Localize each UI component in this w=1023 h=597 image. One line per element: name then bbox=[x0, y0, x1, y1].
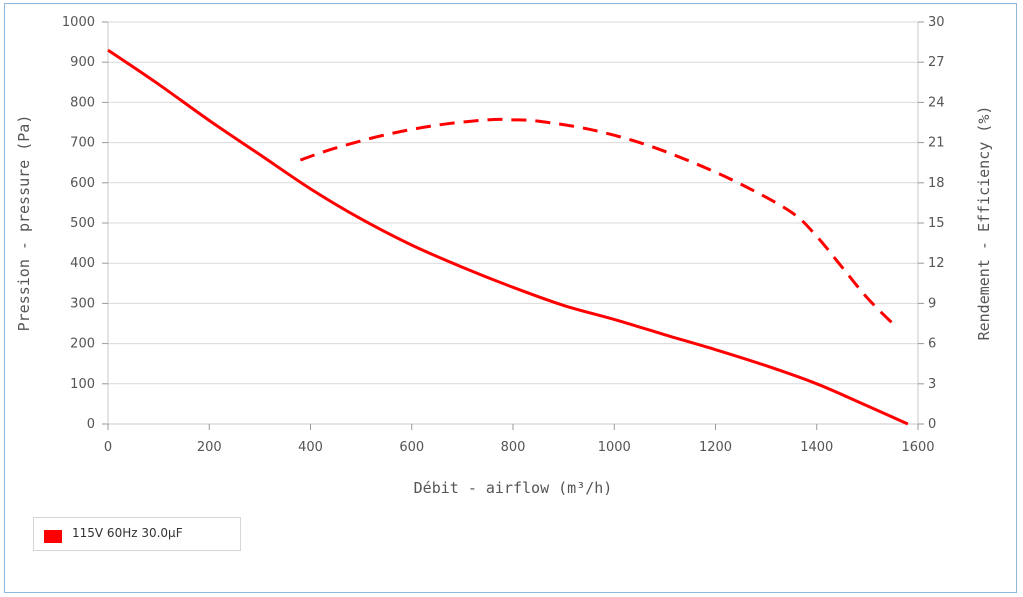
y-tick-label: 700 bbox=[70, 136, 95, 151]
y-tick-label: 200 bbox=[70, 337, 95, 352]
y2-axis-title: Rendement - Efficiency (%) bbox=[975, 106, 993, 341]
x-axis-title: Débit - airflow (m³/h) bbox=[414, 479, 613, 497]
y-tick-label: 800 bbox=[70, 95, 95, 110]
y2-tick-label: 21 bbox=[928, 136, 945, 151]
x-tick-label: 1200 bbox=[699, 440, 732, 455]
x-tick-label: 1400 bbox=[800, 440, 833, 455]
x-tick-label: 1600 bbox=[901, 440, 934, 455]
y2-tick-label: 0 bbox=[928, 417, 936, 432]
y-tick-label: 300 bbox=[70, 296, 95, 311]
y2-tick-label: 24 bbox=[928, 95, 945, 110]
chart-frame bbox=[4, 3, 1017, 593]
y-tick-label: 0 bbox=[87, 417, 95, 432]
y-tick-label: 1000 bbox=[62, 15, 95, 30]
y-tick-label: 600 bbox=[70, 176, 95, 191]
legend-swatch bbox=[44, 530, 62, 543]
efficiency-series-line bbox=[299, 117, 894, 325]
x-tick-label: 800 bbox=[501, 440, 526, 455]
y-tick-label: 400 bbox=[70, 256, 95, 271]
y2-tick-label: 15 bbox=[928, 216, 945, 231]
y-tick-label: 100 bbox=[70, 377, 95, 392]
legend-label: 115V 60Hz 30.0µF bbox=[72, 526, 183, 540]
y2-tick-label: 9 bbox=[928, 296, 936, 311]
y2-tick-label: 12 bbox=[928, 256, 945, 271]
pressure-series-line bbox=[107, 48, 909, 426]
y-tick-label: 900 bbox=[70, 55, 95, 70]
y2-tick-label: 30 bbox=[928, 15, 945, 30]
y2-tick-label: 18 bbox=[928, 176, 945, 191]
y2-tick-label: 27 bbox=[928, 55, 945, 70]
y2-tick-label: 3 bbox=[928, 377, 936, 392]
x-tick-label: 1000 bbox=[598, 440, 631, 455]
y-tick-label: 500 bbox=[70, 216, 95, 231]
x-tick-label: 600 bbox=[399, 440, 424, 455]
x-tick-label: 0 bbox=[104, 440, 112, 455]
y-axis-title: Pression - pressure (Pa) bbox=[15, 115, 33, 332]
x-tick-label: 200 bbox=[197, 440, 222, 455]
legend[interactable]: 115V 60Hz 30.0µF bbox=[33, 517, 241, 551]
x-tick-label: 400 bbox=[298, 440, 323, 455]
y2-tick-label: 6 bbox=[928, 337, 936, 352]
